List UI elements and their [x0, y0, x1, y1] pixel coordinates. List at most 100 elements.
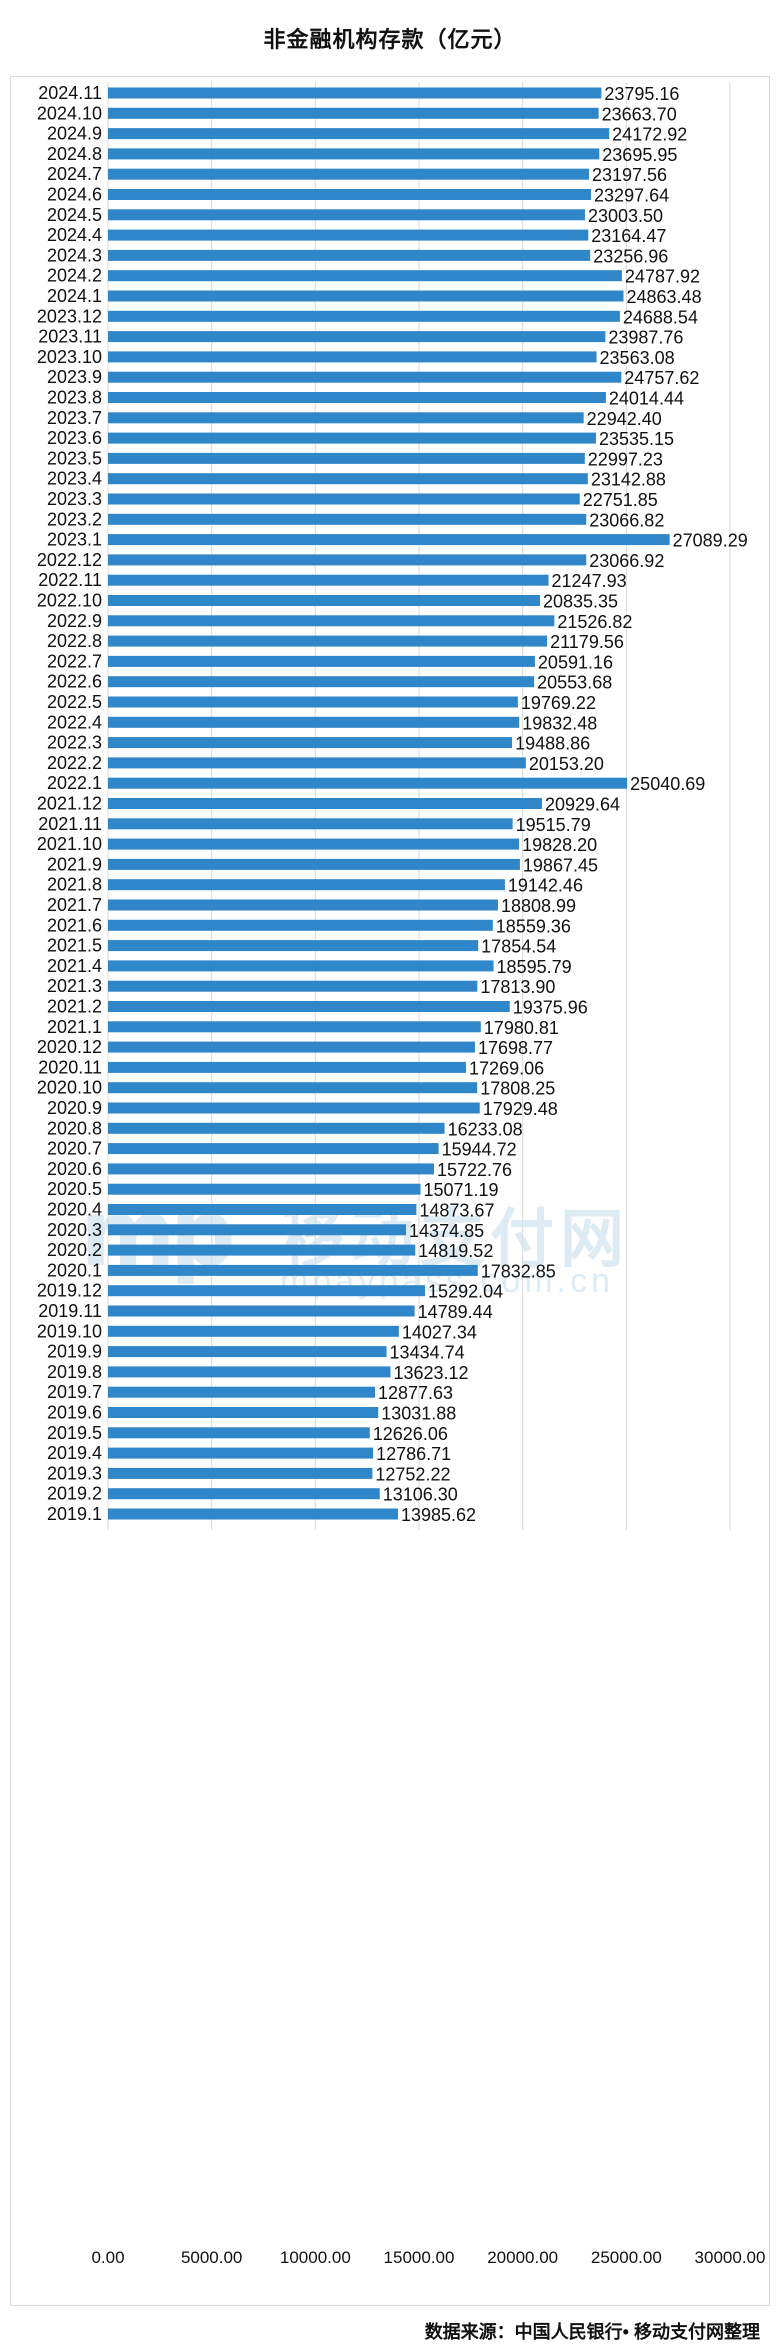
- category-label: 2019.9: [47, 1342, 102, 1362]
- bar: [108, 1447, 374, 1459]
- category-label: 2021.11: [38, 814, 102, 834]
- category-label: 2023.11: [38, 327, 102, 347]
- bar: [108, 1183, 421, 1195]
- category-label: 2020.7: [47, 1139, 102, 1159]
- bar: [108, 310, 620, 322]
- category-label: 2021.2: [47, 997, 102, 1017]
- category-label: 2024.6: [47, 185, 102, 205]
- bar: [108, 513, 587, 525]
- source-note: 数据来源：中国人民银行• 移动支付网整理: [424, 2322, 760, 2342]
- category-label: 2020.4: [47, 1200, 102, 1220]
- value-label: 19832.48: [522, 713, 597, 733]
- x-tick-label: 15000.00: [384, 2248, 455, 2267]
- bar: [108, 1366, 391, 1378]
- category-label: 2020.5: [47, 1179, 102, 1199]
- bar: [108, 574, 549, 586]
- value-label: 20835.35: [543, 592, 618, 612]
- category-label: 2021.4: [47, 956, 102, 976]
- value-label: 12877.63: [378, 1383, 453, 1403]
- category-label: 2021.1: [47, 1017, 102, 1037]
- bar: [108, 858, 520, 870]
- bar: [108, 960, 494, 972]
- value-label: 17980.81: [484, 1018, 559, 1038]
- value-label: 23256.96: [593, 246, 668, 266]
- value-label: 14873.67: [419, 1201, 494, 1221]
- category-label: 2021.5: [47, 936, 102, 956]
- bar: [108, 107, 599, 119]
- value-label: 18595.79: [497, 957, 572, 977]
- value-label: 22942.40: [587, 409, 662, 429]
- x-tick-label: 30000.00: [695, 2248, 766, 2267]
- value-label: 19515.79: [516, 815, 591, 835]
- value-label: 23164.47: [591, 226, 666, 246]
- bar: [108, 432, 596, 444]
- value-label: 23003.50: [588, 206, 663, 226]
- bar: [108, 229, 589, 241]
- category-label: 2023.6: [47, 428, 102, 448]
- category-label: 2019.8: [47, 1362, 102, 1382]
- bar: [108, 290, 624, 302]
- value-label: 20553.68: [537, 673, 612, 693]
- bar: [108, 554, 587, 566]
- value-label: 23563.08: [600, 348, 675, 368]
- bar: [108, 87, 602, 99]
- bar: [108, 1082, 478, 1094]
- bar: [108, 1244, 416, 1256]
- value-label: 13985.62: [401, 1505, 476, 1525]
- value-label: 17832.85: [481, 1261, 556, 1281]
- category-label: 2019.10: [37, 1321, 102, 1341]
- bar: [108, 615, 555, 627]
- category-label: 2019.5: [47, 1423, 102, 1443]
- value-label: 23795.16: [604, 84, 679, 104]
- category-label: 2022.2: [47, 753, 102, 773]
- bar: [108, 635, 548, 647]
- bar: [108, 1001, 510, 1012]
- value-label: 22751.85: [583, 490, 658, 510]
- bar: [108, 838, 520, 850]
- category-label: 2023.5: [47, 448, 102, 468]
- bar: [108, 899, 498, 911]
- bar: [108, 940, 479, 952]
- bar: [108, 371, 622, 383]
- value-label: 25040.69: [630, 774, 705, 794]
- value-label: 14374.85: [409, 1221, 484, 1241]
- value-label: 17269.06: [469, 1058, 544, 1078]
- value-label: 18808.99: [501, 896, 576, 916]
- bar: [108, 757, 526, 769]
- category-label: 2020.1: [47, 1260, 102, 1280]
- bar: [108, 148, 600, 160]
- value-label: 23066.82: [589, 510, 664, 530]
- bar: [108, 331, 606, 343]
- bar: [108, 818, 513, 830]
- category-label: 2021.6: [47, 915, 102, 935]
- value-label: 19375.96: [513, 998, 588, 1018]
- category-label: 2023.4: [47, 469, 102, 489]
- category-label: 2020.9: [47, 1098, 102, 1118]
- category-label: 2020.8: [47, 1118, 102, 1138]
- category-label: 2022.8: [47, 631, 102, 651]
- value-label: 21179.56: [550, 632, 624, 652]
- bar: [108, 1285, 426, 1297]
- category-label: 2019.4: [47, 1443, 102, 1463]
- bar: [108, 595, 540, 606]
- category-label: 2020.11: [38, 1057, 102, 1077]
- value-label: 23535.15: [599, 429, 674, 449]
- bar: [108, 1122, 445, 1134]
- value-label: 14027.34: [402, 1322, 477, 1342]
- bar: [108, 412, 584, 424]
- value-label: 15722.76: [437, 1160, 512, 1180]
- value-label: 16233.08: [448, 1119, 523, 1139]
- bar: [108, 1021, 481, 1033]
- category-label: 2022.7: [47, 651, 102, 671]
- bar: [108, 980, 478, 992]
- bar: [108, 128, 610, 140]
- value-label: 24172.92: [612, 125, 687, 145]
- chart-frame: [10, 76, 770, 2306]
- bar: [108, 879, 505, 891]
- bar: [108, 696, 518, 708]
- category-label: 2019.12: [37, 1281, 102, 1301]
- value-label: 24863.48: [627, 287, 702, 307]
- value-label: 12786.71: [376, 1444, 451, 1464]
- bar: [108, 1041, 475, 1053]
